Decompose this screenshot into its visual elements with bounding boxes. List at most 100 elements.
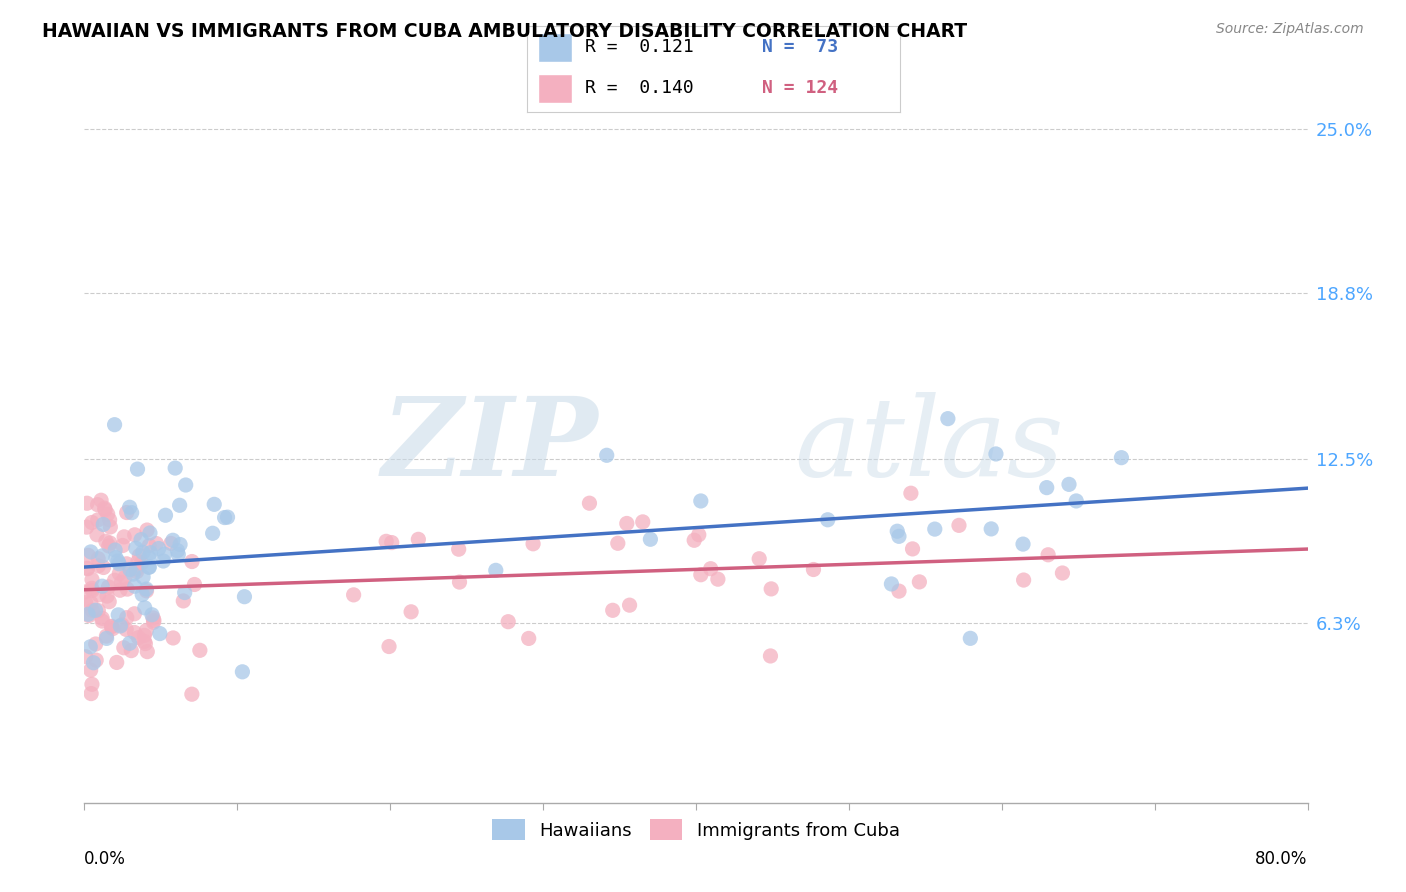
Point: [984, 447, 1007, 461]
Point: [121, 506, 143, 520]
Point: [91, 611, 114, 625]
Point: [86, 527, 108, 541]
Point: [145, 536, 167, 550]
Point: [959, 632, 981, 646]
Point: [167, 548, 190, 562]
Point: [112, 640, 135, 655]
Point: [98, 513, 121, 527]
Point: [82, 583, 104, 598]
Point: [160, 536, 183, 550]
Point: [135, 582, 157, 596]
Point: [343, 588, 366, 602]
Point: [1057, 477, 1080, 491]
Point: [1035, 481, 1057, 495]
Point: [138, 550, 160, 565]
Point: [80, 573, 103, 587]
Point: [125, 562, 148, 576]
Point: [91, 614, 114, 628]
Point: [80, 516, 103, 530]
Point: [118, 562, 141, 576]
Point: [688, 527, 710, 541]
Point: [173, 585, 195, 599]
Point: [110, 575, 132, 590]
Point: [87, 551, 110, 566]
Text: N =  73: N = 73: [762, 38, 838, 56]
Point: [94, 534, 117, 549]
Point: [96, 629, 118, 643]
Point: [115, 506, 138, 520]
Point: [447, 542, 470, 557]
Point: [887, 584, 910, 599]
Point: [114, 571, 136, 585]
Point: [91, 579, 114, 593]
Point: [602, 603, 624, 617]
Point: [174, 478, 197, 492]
Point: [169, 498, 191, 512]
Point: [76, 496, 98, 510]
Point: [77, 549, 100, 563]
Point: [122, 567, 145, 582]
Point: [91, 517, 114, 532]
Point: [73, 585, 96, 599]
Point: [153, 547, 176, 561]
Point: [596, 448, 619, 462]
Point: [117, 582, 139, 596]
Point: [166, 543, 188, 558]
Point: [1064, 494, 1087, 508]
Point: [759, 648, 782, 663]
Point: [149, 626, 172, 640]
Point: [901, 541, 924, 556]
Point: [87, 588, 110, 602]
Point: [76, 562, 98, 576]
Point: [118, 500, 141, 515]
Point: [135, 583, 157, 598]
Point: [408, 533, 430, 547]
Point: [699, 562, 721, 576]
Point: [97, 580, 120, 594]
Point: [110, 619, 132, 633]
Point: [131, 556, 153, 570]
Point: [169, 537, 191, 551]
Text: R =  0.140: R = 0.140: [585, 79, 693, 97]
Point: [82, 656, 104, 670]
Point: [87, 513, 110, 527]
Point: [75, 649, 97, 664]
Point: [87, 603, 110, 617]
Point: [148, 541, 170, 556]
Point: [96, 632, 118, 646]
Point: [1012, 573, 1035, 587]
Point: [631, 515, 654, 529]
Point: [202, 497, 225, 511]
Point: [748, 551, 770, 566]
Point: [84, 637, 107, 651]
Text: 80.0%: 80.0%: [1256, 850, 1308, 869]
Point: [155, 508, 177, 523]
Point: [87, 558, 110, 573]
Point: [111, 617, 134, 632]
Point: [172, 594, 194, 608]
Point: [124, 625, 146, 640]
Point: [134, 634, 156, 648]
Point: [1052, 566, 1074, 580]
Point: [689, 567, 711, 582]
Point: [233, 590, 256, 604]
Text: atlas: atlas: [794, 392, 1063, 500]
Point: [103, 574, 125, 588]
Point: [97, 507, 120, 521]
Point: [108, 566, 131, 581]
Point: [97, 539, 120, 553]
Point: [578, 496, 600, 510]
Point: [118, 636, 141, 650]
Point: [162, 533, 184, 548]
Point: [980, 522, 1002, 536]
Point: [100, 619, 122, 633]
Point: [77, 607, 100, 622]
Point: [91, 549, 114, 563]
Point: [93, 501, 115, 516]
Point: [98, 536, 121, 550]
Point: [142, 614, 165, 628]
Point: [94, 503, 117, 517]
Point: [108, 557, 131, 571]
Point: [75, 596, 97, 610]
Point: [948, 518, 970, 533]
